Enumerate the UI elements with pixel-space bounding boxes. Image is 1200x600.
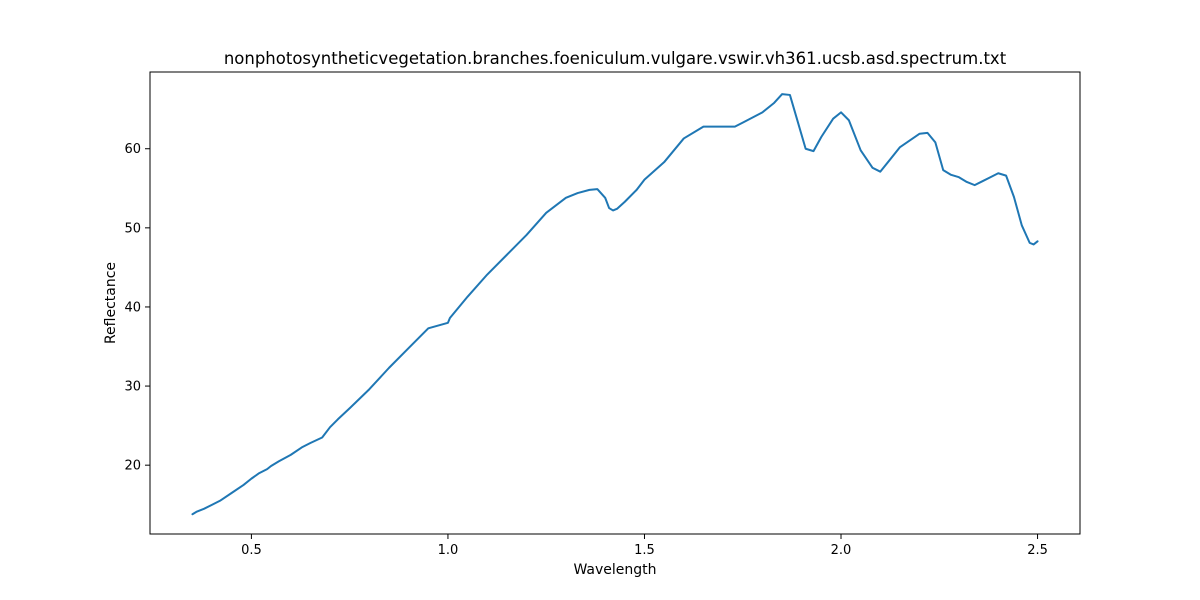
y-axis-label: Reflectance	[103, 262, 119, 344]
x-axis-label: Wavelength	[573, 562, 656, 578]
y-tick-label: 60	[124, 142, 141, 157]
y-tick-label: 40	[124, 300, 141, 315]
x-tick-label: 2.0	[831, 543, 852, 558]
y-tick-label: 20	[124, 459, 141, 474]
y-tick-label: 50	[124, 221, 141, 236]
x-tick-label: 2.5	[1027, 543, 1048, 558]
y-tick-label: 30	[124, 380, 141, 395]
x-tick-label: 0.5	[241, 543, 262, 558]
x-tick-label: 1.5	[634, 543, 655, 558]
x-tick-label: 1.0	[438, 543, 459, 558]
chart-title: nonphotosyntheticvegetation.branches.foe…	[224, 49, 1007, 68]
